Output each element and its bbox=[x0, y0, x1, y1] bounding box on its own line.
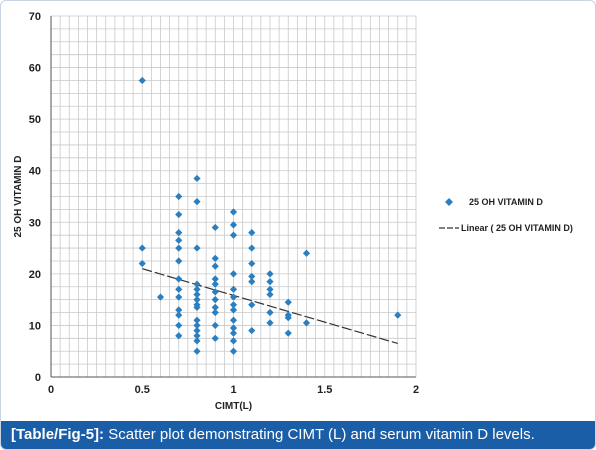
data-point bbox=[211, 280, 219, 288]
x-tick-label: 0.5 bbox=[135, 384, 150, 396]
data-point bbox=[156, 293, 165, 301]
data-point bbox=[211, 254, 219, 262]
data-point bbox=[229, 324, 238, 332]
linear-trendline bbox=[142, 268, 398, 345]
data-point bbox=[175, 285, 183, 293]
data-point bbox=[266, 270, 274, 278]
data-point bbox=[211, 296, 219, 304]
data-point bbox=[175, 244, 183, 252]
data-point bbox=[175, 210, 183, 219]
caption-label: [Table/Fig-5]: bbox=[11, 426, 105, 443]
data-point bbox=[175, 229, 183, 237]
data-point bbox=[193, 316, 201, 324]
data-point bbox=[248, 326, 256, 335]
data-point bbox=[211, 321, 219, 330]
figure-caption: [Table/Fig-5]: Scatter plot demonstratin… bbox=[1, 421, 595, 449]
data-point bbox=[175, 257, 183, 265]
data-point bbox=[248, 277, 256, 286]
data-point bbox=[229, 231, 238, 239]
x-axis-title: CIMT(L) bbox=[215, 401, 252, 412]
data-point bbox=[266, 290, 274, 299]
data-point bbox=[138, 76, 146, 85]
data-point bbox=[193, 347, 201, 355]
data-point bbox=[138, 244, 146, 252]
data-point bbox=[266, 319, 274, 327]
data-point bbox=[193, 326, 201, 335]
data-point bbox=[394, 311, 402, 319]
data-point bbox=[193, 337, 201, 345]
data-point bbox=[229, 301, 238, 309]
data-point bbox=[211, 334, 219, 342]
data-point bbox=[229, 293, 238, 301]
data-point bbox=[284, 314, 292, 322]
data-point bbox=[229, 208, 238, 216]
y-tick-label: 30 bbox=[29, 217, 41, 229]
data-point bbox=[211, 262, 219, 270]
y-tick-label: 0 bbox=[35, 372, 41, 384]
data-point bbox=[302, 319, 311, 327]
data-point bbox=[229, 285, 238, 293]
data-point bbox=[266, 285, 274, 293]
x-tick-label: 2 bbox=[413, 384, 419, 396]
data-point bbox=[229, 270, 238, 278]
data-point bbox=[193, 321, 201, 330]
data-point bbox=[193, 290, 201, 299]
data-point bbox=[193, 198, 201, 206]
data-point bbox=[302, 249, 311, 257]
data-point bbox=[175, 275, 183, 283]
legend-label-trendline: Linear ( 25 OH VITAMIN D) bbox=[461, 223, 573, 233]
data-point bbox=[229, 347, 238, 355]
data-point bbox=[229, 337, 238, 345]
data-point bbox=[284, 298, 292, 306]
data-point bbox=[193, 280, 201, 288]
x-tick-label: 1 bbox=[230, 384, 236, 396]
legend-label-series: 25 OH VITAMIN D bbox=[469, 197, 543, 207]
x-tick-label: 1.5 bbox=[317, 384, 332, 396]
data-point bbox=[193, 244, 201, 252]
legend-marker-series bbox=[445, 198, 453, 206]
y-tick-label: 60 bbox=[29, 63, 41, 75]
data-point bbox=[193, 303, 201, 311]
data-point bbox=[211, 275, 219, 283]
data-point bbox=[248, 301, 256, 309]
y-tick-label: 40 bbox=[29, 166, 41, 178]
data-point bbox=[229, 329, 238, 337]
data-point bbox=[284, 329, 292, 337]
data-point bbox=[175, 236, 183, 244]
data-point bbox=[229, 316, 238, 324]
data-point bbox=[193, 174, 201, 183]
x-tick-label: 0 bbox=[48, 384, 54, 396]
data-point bbox=[229, 306, 238, 314]
data-point bbox=[229, 221, 238, 229]
data-point bbox=[211, 223, 219, 232]
data-point bbox=[211, 308, 219, 317]
data-point bbox=[193, 332, 201, 340]
data-point bbox=[211, 288, 219, 296]
data-point bbox=[193, 285, 201, 293]
data-point bbox=[193, 296, 201, 304]
data-point bbox=[248, 244, 256, 252]
data-point bbox=[175, 293, 183, 301]
data-point bbox=[175, 332, 183, 340]
y-tick-label: 70 bbox=[29, 11, 41, 23]
data-point bbox=[248, 259, 256, 268]
caption-text: Scatter plot demonstrating CIMT (L) and … bbox=[108, 426, 535, 443]
data-point bbox=[266, 308, 274, 317]
data-point bbox=[175, 311, 183, 319]
data-point bbox=[175, 321, 183, 330]
y-tick-label: 10 bbox=[29, 320, 41, 332]
data-point bbox=[248, 272, 256, 281]
data-point bbox=[211, 303, 219, 311]
data-point bbox=[248, 229, 256, 237]
y-axis-title: 25 OH VITAMIN D bbox=[13, 155, 24, 237]
data-point bbox=[138, 259, 146, 268]
data-point bbox=[175, 192, 183, 201]
y-tick-label: 20 bbox=[29, 269, 41, 281]
y-tick-label: 50 bbox=[29, 114, 41, 126]
data-point bbox=[175, 306, 183, 314]
data-point bbox=[266, 277, 274, 286]
